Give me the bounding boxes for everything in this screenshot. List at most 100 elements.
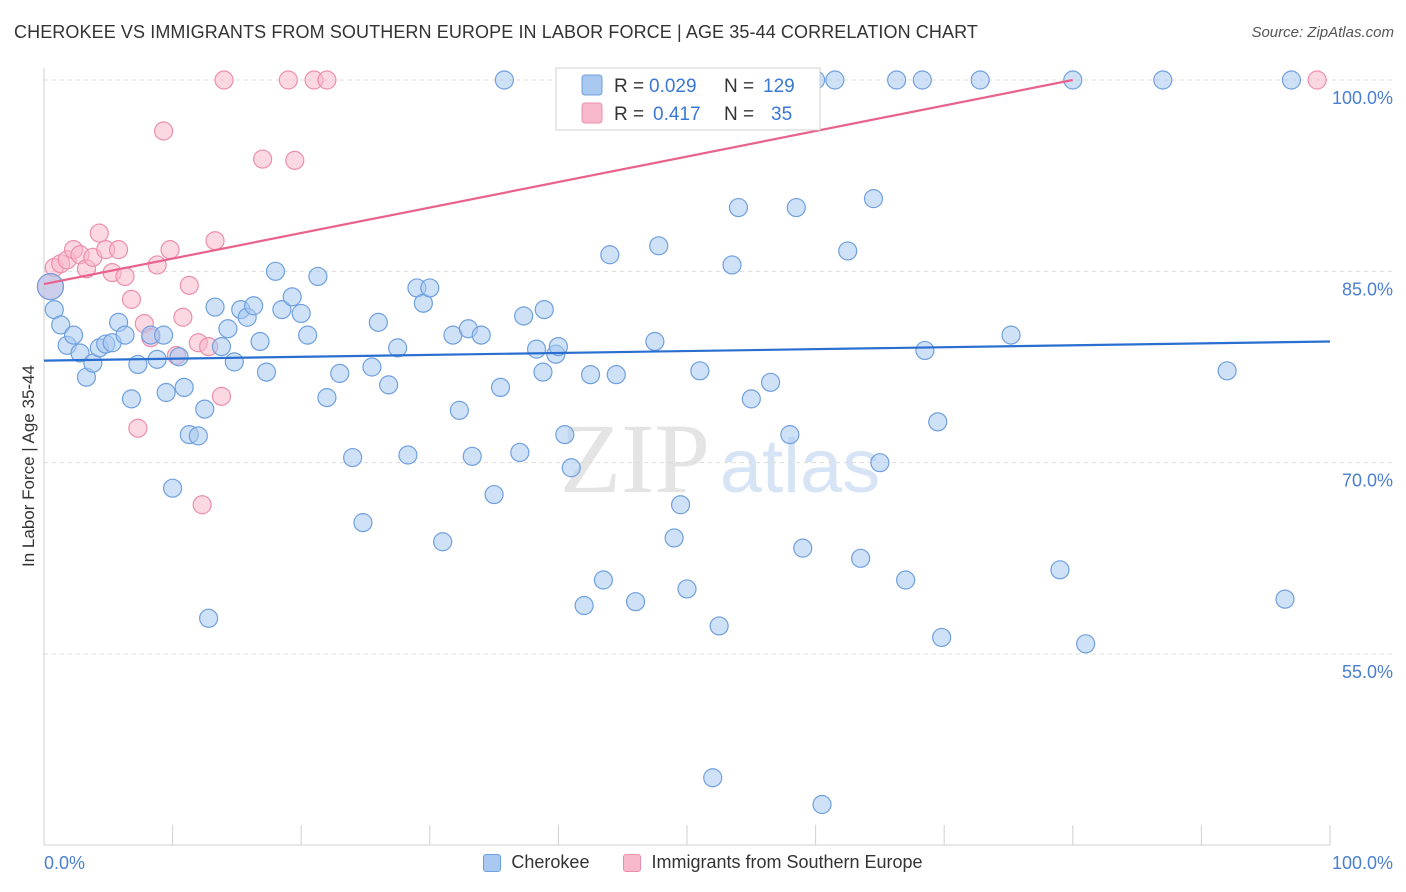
cherokee-point: [1217, 361, 1237, 381]
cherokee-point: [534, 300, 554, 320]
cherokee-point: [291, 303, 311, 324]
cherokee-point: [703, 768, 723, 788]
cherokee-point: [353, 513, 373, 533]
southern-europe-point: [1307, 70, 1327, 90]
cherokee-point: [896, 570, 916, 590]
cherokee-point: [282, 287, 302, 307]
southern-europe-point: [147, 255, 167, 275]
cherokee-point: [932, 627, 952, 648]
southern-europe-point: [278, 70, 298, 90]
cherokee-point: [462, 446, 482, 466]
cherokee-point: [526, 339, 547, 359]
cherokee-point: [722, 255, 742, 275]
stats-n-value-2: 35: [771, 104, 792, 125]
cherokee-point: [250, 331, 270, 352]
cherokee-point: [115, 325, 135, 345]
stats-n-label-1: N =: [724, 76, 754, 97]
southern-europe-point: [211, 386, 232, 406]
cherokee-point: [199, 608, 219, 628]
x-tick-label-min: 0.0%: [44, 853, 85, 873]
trend-lines: [43, 78, 1331, 362]
cherokee-point: [1281, 70, 1302, 90]
x-tick-label-max: 100.0%: [1332, 853, 1393, 873]
cherokee-point: [780, 425, 800, 445]
legend-label-cherokee: Cherokee: [511, 852, 590, 872]
stats-r-label-1: R =: [614, 76, 644, 97]
cherokee-point: [362, 357, 382, 377]
cherokee-point: [156, 382, 176, 403]
cherokee-point: [574, 595, 594, 616]
legend-swatch-southern-europe: [623, 853, 642, 872]
y-tick-label: 100.0%: [1332, 88, 1393, 108]
southern-europe-trend-line: [43, 78, 1074, 286]
cherokee-point: [677, 579, 697, 599]
stats-r-value-1: 0.029: [649, 76, 697, 97]
southern-europe-point: [173, 307, 193, 327]
cherokee-point: [786, 197, 806, 218]
cherokee-point: [1275, 589, 1295, 609]
cherokee-point: [188, 426, 208, 446]
grid-lines: [44, 79, 1395, 655]
southern-europe-point: [179, 275, 199, 295]
legend-item-cherokee[interactable]: Cherokee: [483, 852, 589, 873]
cherokee-point: [1153, 70, 1173, 90]
legend-item-southern-europe[interactable]: Immigrants from Southern Europe: [623, 852, 923, 873]
cherokee-point: [1001, 325, 1021, 345]
watermark-atlas: atlas: [720, 424, 881, 509]
cherokee-point: [555, 425, 575, 445]
cherokee-point: [449, 400, 469, 420]
cherokee-point: [256, 362, 277, 382]
y-tick-label: 55.0%: [1342, 662, 1393, 682]
stats-legend: R = 0.029 N = 129 R = 0.417 N = 35: [555, 67, 821, 131]
cherokee-point: [368, 312, 388, 332]
cherokee-point: [398, 445, 418, 465]
cherokee-point: [851, 548, 871, 568]
southern-europe-point: [253, 149, 273, 169]
cherokee-point: [163, 478, 183, 498]
cherokee-point: [548, 336, 569, 357]
southern-europe-point: [205, 231, 225, 251]
cherokee-point: [760, 372, 781, 392]
cherokee-point: [51, 315, 71, 335]
legend-swatch-cherokee: [483, 853, 502, 872]
cherokee-point: [838, 241, 858, 261]
cherokee-point: [121, 389, 142, 409]
cherokee-point: [153, 325, 174, 345]
cherokee-point: [272, 300, 292, 320]
cherokee-point: [812, 794, 832, 815]
cherokee-point: [670, 495, 691, 515]
southern-europe-point: [89, 223, 109, 243]
stats-n-label-2: N =: [724, 104, 754, 125]
cherokee-point: [169, 347, 189, 367]
stats-r-value-2: 0.417: [653, 104, 701, 125]
axes: 55.0% 70.0% 85.0% 100.0%: [43, 68, 1393, 846]
cherokee-point: [317, 388, 337, 408]
cherokee-point: [70, 343, 90, 363]
data-points: [36, 70, 1327, 815]
cherokee-point: [1076, 634, 1096, 654]
cherokee-point: [561, 458, 581, 478]
legend-label-southern-europe: Immigrants from Southern Europe: [651, 852, 923, 872]
chart-source: Source: ZipAtlas.com: [1251, 24, 1394, 41]
cherokee-point: [709, 616, 729, 636]
cherokee-point: [625, 592, 646, 612]
cherokee-point: [514, 306, 534, 326]
cherokee-point: [690, 361, 710, 381]
southern-europe-point: [160, 240, 180, 260]
southern-europe-point: [192, 495, 212, 515]
cherokee-point: [915, 340, 935, 361]
cherokee-point: [343, 447, 363, 468]
y-tick-label: 85.0%: [1342, 279, 1393, 299]
cherokee-point: [912, 70, 932, 90]
southern-europe-point: [128, 418, 148, 438]
cherokee-point: [308, 266, 328, 287]
cherokee-point: [863, 189, 884, 209]
cherokee-point: [645, 331, 665, 352]
cherokee-point: [224, 352, 244, 372]
cherokee-point: [600, 245, 620, 265]
cherokee-point: [664, 528, 684, 548]
cherokee-point: [433, 532, 453, 552]
cherokee-point: [211, 336, 232, 357]
